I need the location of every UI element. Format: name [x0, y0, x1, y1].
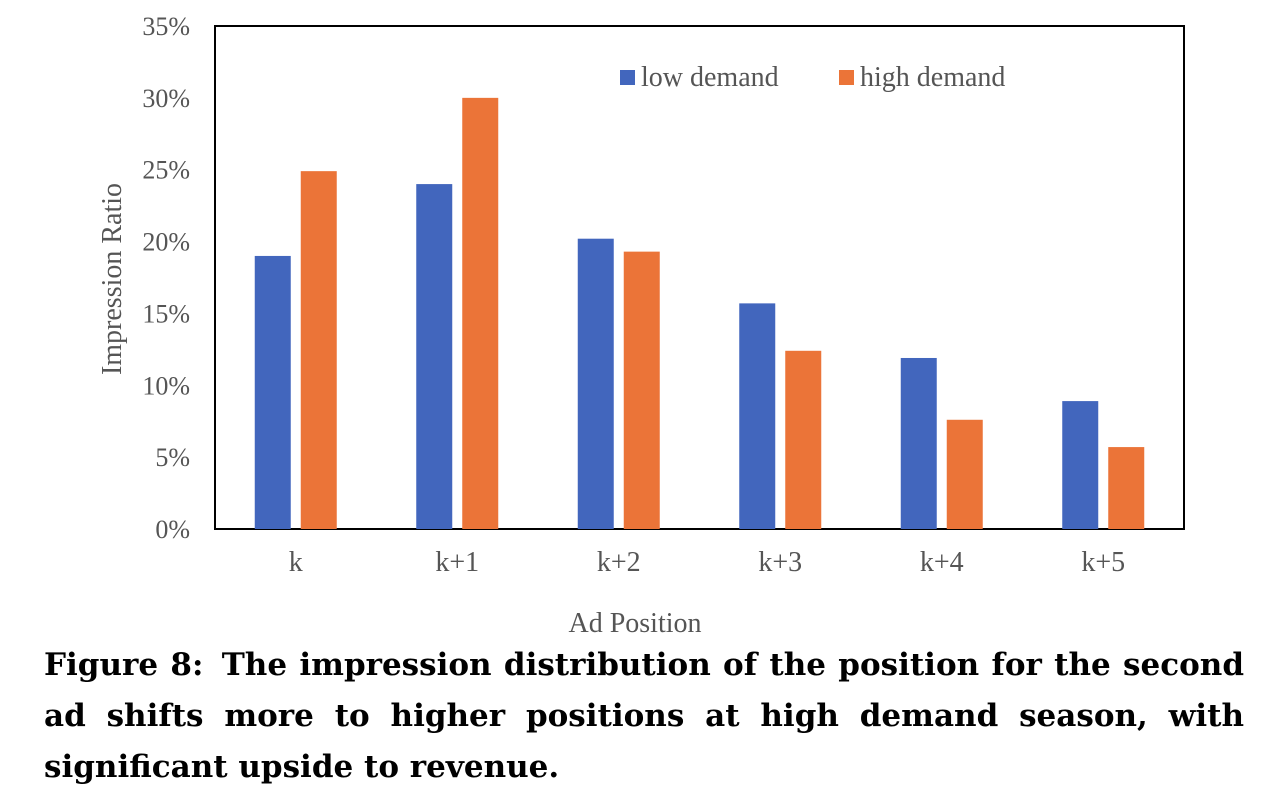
bar-high-demand-k+3	[785, 350, 822, 529]
y-tick-label: 30%	[142, 84, 190, 113]
x-tick-label: k+4	[920, 547, 964, 578]
legend-swatch	[839, 70, 854, 85]
caption-text: The impression distribution of the posit…	[44, 647, 1244, 785]
bar-chart: 0%5%10%15%20%25%30%35% k k+1 k+2 k+3 k+4 k+5 …	[97, 12, 1185, 639]
y-axis-label: Impression Ratio	[97, 183, 128, 375]
bar-low-demand-k+2	[577, 238, 614, 529]
bar-low-demand-k+5	[1062, 401, 1099, 529]
y-tick-label: 0%	[155, 515, 190, 544]
x-tick-label: k+2	[597, 547, 641, 578]
legend-label: high demand	[860, 62, 1005, 93]
x-tick-label: k+3	[758, 547, 802, 578]
bar-low-demand-k	[254, 255, 291, 529]
x-axis-label: Ad Position	[568, 608, 701, 639]
figure-caption: Figure 8: The impression distribution of…	[44, 640, 1244, 793]
legend-label: low demand	[641, 62, 779, 93]
x-tick-label: k+1	[435, 547, 479, 578]
bar-high-demand-k+5	[1108, 447, 1145, 529]
y-tick-label: 20%	[142, 228, 190, 257]
bars	[254, 97, 1145, 530]
y-tick-label: 15%	[142, 299, 190, 328]
y-tick-label: 35%	[142, 12, 190, 41]
y-axis-ticks: 0% 5% 10% 15% 20% 25% 30% 35%	[142, 12, 190, 544]
bar-low-demand-k+1	[416, 184, 453, 530]
bar-low-demand-k+3	[739, 303, 776, 529]
x-tick-label: k	[289, 547, 303, 578]
y-tick-label: 5%	[155, 443, 190, 472]
x-tick-label: k+5	[1081, 547, 1125, 578]
plot-area	[214, 25, 1185, 530]
x-axis-ticks: k k+1 k+2 k+3 k+4 k+5	[289, 547, 1125, 578]
bar-high-demand-k+1	[462, 97, 499, 529]
bar-high-demand-k	[300, 171, 337, 529]
caption-label: Figure 8:	[44, 647, 204, 683]
legend-swatch	[620, 70, 635, 85]
bar-low-demand-k+4	[900, 357, 937, 529]
y-tick-label: 10%	[142, 371, 190, 400]
y-tick-label: 25%	[142, 156, 190, 185]
bar-high-demand-k+4	[946, 419, 983, 529]
legend: low demand high demand	[620, 62, 1005, 93]
plot-frame	[214, 25, 1185, 530]
bar-high-demand-k+2	[623, 251, 660, 530]
